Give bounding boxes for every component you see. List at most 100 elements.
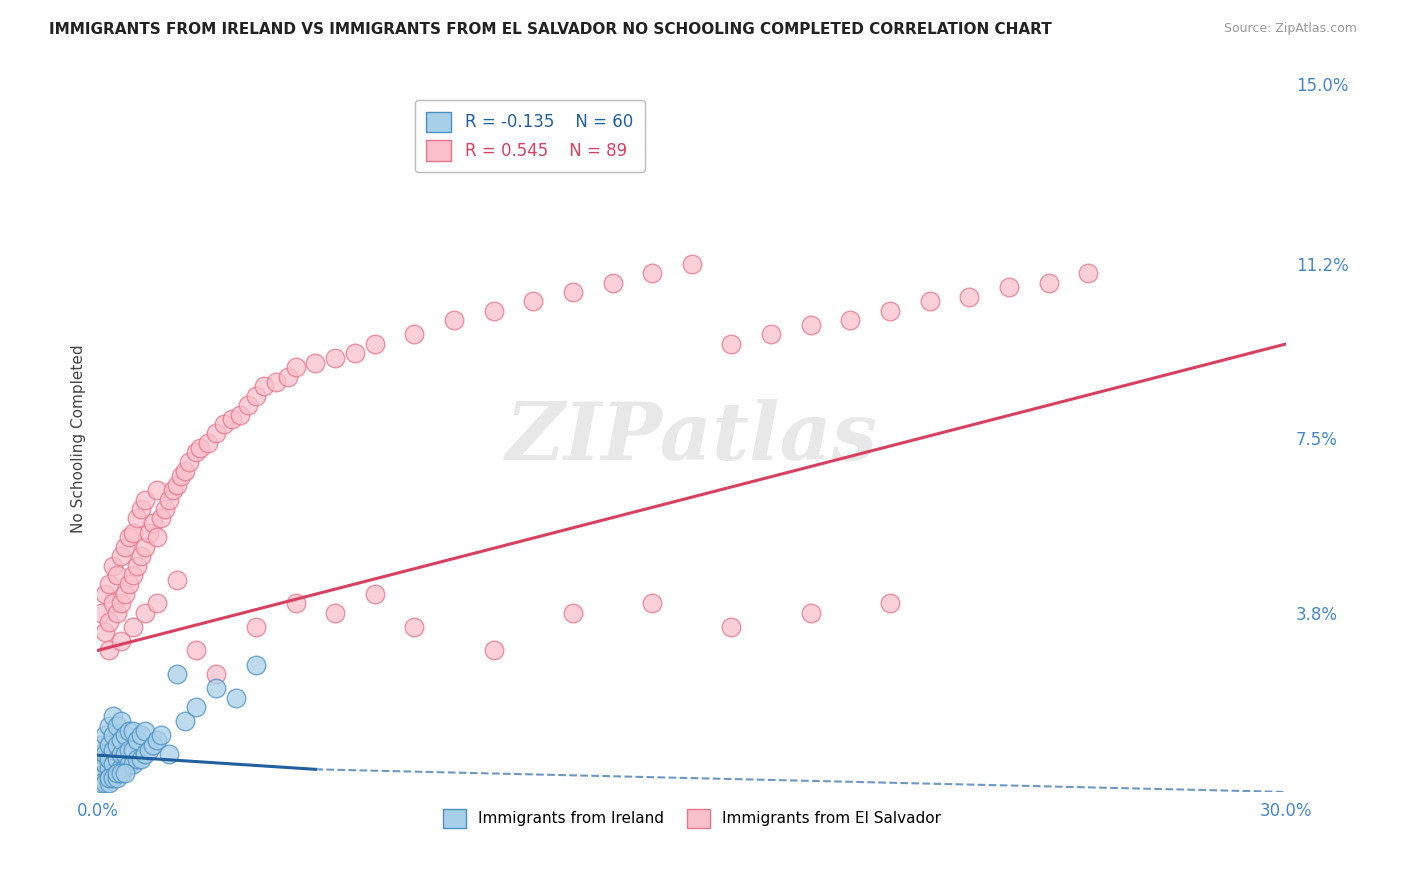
Point bbox=[173, 464, 195, 478]
Point bbox=[221, 412, 243, 426]
Point bbox=[105, 719, 128, 733]
Point bbox=[364, 587, 387, 601]
Point bbox=[169, 469, 191, 483]
Point bbox=[94, 775, 117, 789]
Point bbox=[98, 738, 121, 752]
Point bbox=[110, 733, 132, 747]
Point bbox=[404, 620, 426, 634]
Point bbox=[212, 417, 235, 431]
Point bbox=[98, 761, 121, 775]
Point bbox=[482, 643, 505, 657]
Point bbox=[98, 775, 121, 789]
Point bbox=[839, 313, 862, 327]
Point bbox=[122, 568, 145, 582]
Point bbox=[404, 327, 426, 342]
Point bbox=[129, 549, 152, 563]
Point bbox=[110, 766, 132, 780]
Point bbox=[122, 620, 145, 634]
Point bbox=[103, 709, 125, 723]
Point bbox=[759, 327, 782, 342]
Point bbox=[134, 492, 156, 507]
Point bbox=[122, 525, 145, 540]
Point bbox=[110, 761, 132, 775]
Point bbox=[103, 766, 125, 780]
Point bbox=[134, 723, 156, 738]
Point bbox=[98, 771, 121, 785]
Point bbox=[125, 511, 148, 525]
Point bbox=[800, 606, 823, 620]
Point bbox=[134, 747, 156, 762]
Point bbox=[118, 577, 141, 591]
Point bbox=[173, 714, 195, 729]
Point bbox=[94, 587, 117, 601]
Point bbox=[284, 596, 307, 610]
Point bbox=[103, 558, 125, 573]
Point bbox=[186, 700, 208, 714]
Point bbox=[94, 728, 117, 742]
Point bbox=[918, 294, 941, 309]
Point bbox=[98, 643, 121, 657]
Point bbox=[800, 318, 823, 332]
Point bbox=[236, 398, 259, 412]
Point bbox=[122, 756, 145, 771]
Point bbox=[138, 742, 160, 756]
Point bbox=[253, 379, 276, 393]
Point bbox=[186, 445, 208, 459]
Point bbox=[105, 568, 128, 582]
Point bbox=[114, 540, 136, 554]
Point bbox=[103, 756, 125, 771]
Point bbox=[720, 336, 742, 351]
Point bbox=[602, 276, 624, 290]
Point bbox=[1038, 276, 1060, 290]
Point bbox=[146, 483, 169, 497]
Text: ZIPatlas: ZIPatlas bbox=[506, 400, 877, 477]
Y-axis label: No Schooling Completed: No Schooling Completed bbox=[72, 344, 86, 533]
Point bbox=[264, 375, 287, 389]
Point bbox=[110, 714, 132, 729]
Point bbox=[94, 624, 117, 639]
Point bbox=[720, 620, 742, 634]
Point bbox=[125, 558, 148, 573]
Point bbox=[118, 723, 141, 738]
Point bbox=[157, 492, 180, 507]
Point bbox=[562, 606, 585, 620]
Text: Source: ZipAtlas.com: Source: ZipAtlas.com bbox=[1223, 22, 1357, 36]
Point bbox=[103, 742, 125, 756]
Point bbox=[118, 742, 141, 756]
Point bbox=[98, 719, 121, 733]
Point bbox=[245, 657, 267, 672]
Point bbox=[110, 549, 132, 563]
Point bbox=[125, 752, 148, 766]
Point bbox=[105, 766, 128, 780]
Point bbox=[114, 766, 136, 780]
Point bbox=[229, 408, 252, 422]
Point bbox=[186, 643, 208, 657]
Point bbox=[957, 290, 980, 304]
Point bbox=[146, 733, 169, 747]
Point bbox=[98, 752, 121, 766]
Point bbox=[94, 747, 117, 762]
Point bbox=[641, 596, 664, 610]
Point bbox=[90, 761, 112, 775]
Point bbox=[146, 530, 169, 544]
Point bbox=[166, 478, 188, 492]
Point bbox=[998, 280, 1021, 294]
Point bbox=[105, 771, 128, 785]
Point bbox=[142, 738, 165, 752]
Point bbox=[110, 596, 132, 610]
Point bbox=[162, 483, 184, 497]
Point bbox=[122, 723, 145, 738]
Point bbox=[482, 303, 505, 318]
Point bbox=[103, 596, 125, 610]
Point bbox=[142, 516, 165, 530]
Point bbox=[98, 577, 121, 591]
Point bbox=[323, 351, 346, 365]
Point bbox=[118, 756, 141, 771]
Point bbox=[134, 606, 156, 620]
Point bbox=[90, 606, 112, 620]
Point bbox=[94, 756, 117, 771]
Point bbox=[522, 294, 544, 309]
Point bbox=[443, 313, 465, 327]
Point bbox=[129, 752, 152, 766]
Point bbox=[190, 441, 212, 455]
